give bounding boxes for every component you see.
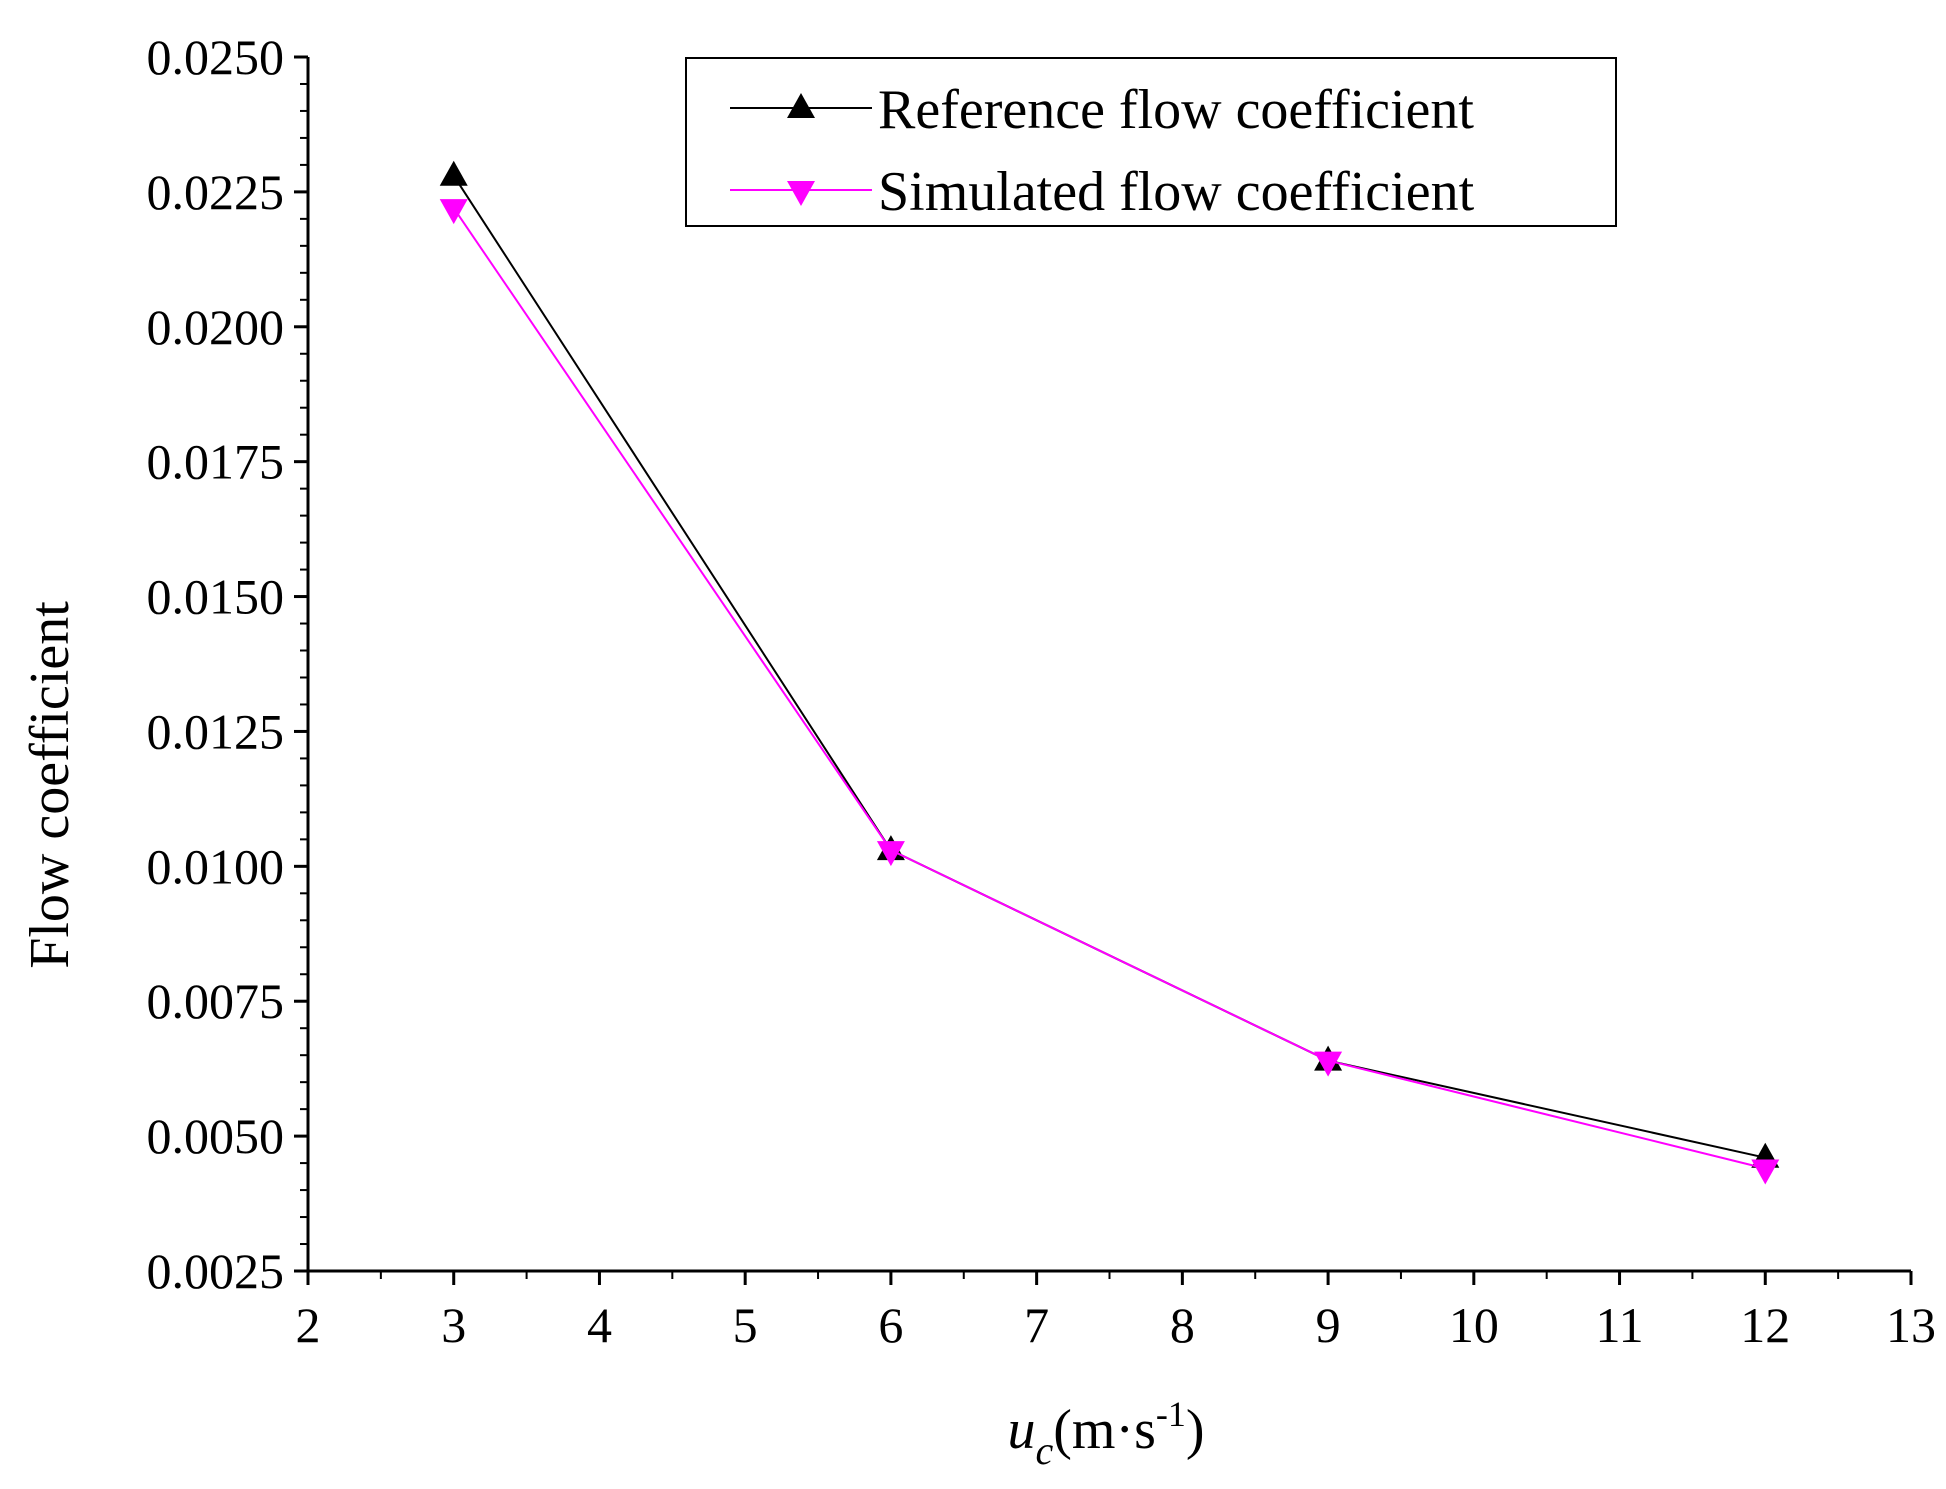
legend-item-reference: Reference flow coefficient	[730, 79, 1474, 141]
x-axis-title-superscript: -1	[1156, 1394, 1186, 1434]
x-axis-title: uc(m·s-1)	[1007, 1394, 1204, 1473]
x-tick-label: 3	[441, 1297, 466, 1353]
legend-label-simulated: Simulated flow coefficient	[878, 161, 1475, 223]
y-tick-label: 0.0075	[147, 973, 285, 1029]
x-tick-label: 7	[1024, 1297, 1049, 1353]
legend-box	[685, 57, 1617, 227]
legend-marker-simulated	[787, 181, 815, 206]
x-axis-title-unit: (m·s	[1053, 1399, 1156, 1461]
data-point	[1751, 1159, 1780, 1185]
x-tick-label: 2	[296, 1297, 321, 1353]
legend-marker-reference	[787, 93, 815, 118]
x-axis-title-symbol: u	[1007, 1399, 1035, 1461]
x-tick-label: 8	[1170, 1297, 1195, 1353]
x-tick-label: 11	[1595, 1297, 1643, 1353]
series-line	[452, 175, 1766, 1159]
x-axis-title-unit-close: )	[1186, 1399, 1205, 1461]
x-axis-title-subscript: c	[1035, 1428, 1053, 1473]
y-tick-label: 0.0200	[147, 299, 285, 355]
data-point	[439, 199, 468, 225]
x-tick-label: 4	[587, 1297, 612, 1353]
x-tick-label: 10	[1449, 1297, 1499, 1353]
axes	[306, 57, 1911, 1273]
x-tick-label: 6	[878, 1297, 903, 1353]
x-tick-label: 5	[733, 1297, 758, 1353]
series-layer	[439, 160, 1780, 1185]
x-tick-label: 12	[1740, 1297, 1790, 1353]
data-point	[876, 841, 905, 867]
y-tick-label: 0.0100	[147, 838, 285, 894]
data-point	[1314, 1051, 1343, 1077]
legend: Reference flow coefficient Simulated flo…	[685, 57, 1617, 227]
y-tick-label: 0.0125	[147, 703, 285, 759]
y-tick-label: 0.0175	[147, 434, 285, 490]
legend-item-simulated: Simulated flow coefficient	[730, 161, 1475, 223]
x-tick-label: 9	[1316, 1297, 1341, 1353]
series-simulated	[439, 199, 1780, 1185]
series-line	[452, 207, 1766, 1170]
x-axis-ticks: 2 3 4 5 6 7 8 9 10 11 12 13	[296, 1271, 1936, 1353]
y-tick-label: 0.0225	[147, 164, 285, 220]
legend-label-reference: Reference flow coefficient	[878, 79, 1474, 141]
y-tick-label: 0.0050	[147, 1108, 285, 1164]
y-tick-label: 0.0250	[147, 29, 285, 85]
y-axis-ticks: 0.0025 0.0050 0.0075 0.0100 0.0125 0.0150 0.01…	[147, 29, 308, 1299]
y-tick-label: 0.0025	[147, 1243, 285, 1299]
data-point	[439, 160, 468, 186]
series-reference	[439, 160, 1780, 1168]
y-tick-label: 0.0150	[147, 569, 285, 625]
y-axis-title: Flow coefficient	[19, 601, 81, 969]
x-tick-label: 13	[1886, 1297, 1936, 1353]
